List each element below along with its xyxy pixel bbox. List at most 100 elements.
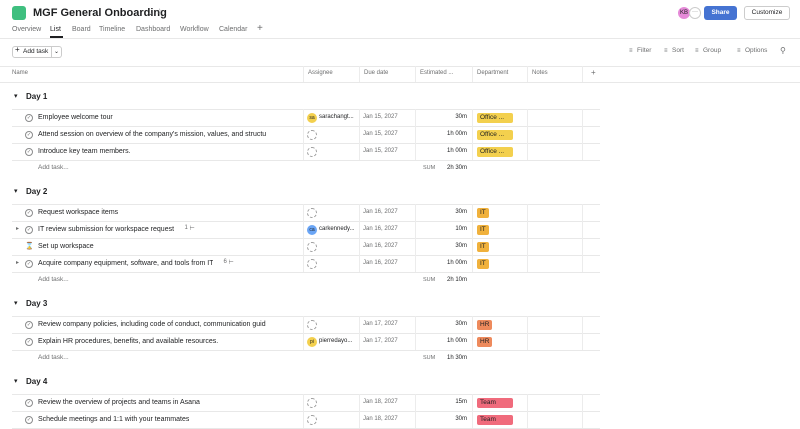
share-button[interactable]: Share	[704, 6, 737, 20]
department-tag[interactable]: IT	[477, 225, 489, 235]
unassigned-icon[interactable]	[307, 208, 317, 218]
task-name[interactable]: Attend session on overview of the compan…	[38, 131, 267, 138]
complete-checkbox[interactable]: ✓	[25, 260, 33, 268]
due-date[interactable]: Jan 15, 2027	[363, 131, 398, 137]
complete-checkbox[interactable]: ✓	[25, 338, 33, 346]
section-caret[interactable]: ▾	[14, 300, 18, 307]
assignee-avatar[interactable]: pi	[307, 337, 317, 347]
task-name[interactable]: IT review submission for workspace reque…	[38, 226, 175, 233]
add-task-dropdown[interactable]: ⌄	[52, 46, 62, 58]
assignee-name[interactable]: pierredayo...	[319, 338, 353, 344]
estimate[interactable]: 30m	[455, 416, 467, 422]
unassigned-icon[interactable]	[307, 320, 317, 330]
milestone-icon[interactable]: ⌛	[25, 243, 34, 250]
section-caret[interactable]: ▾	[14, 378, 18, 385]
add-task-row[interactable]: Add task...	[38, 276, 69, 283]
complete-checkbox[interactable]: ✓	[25, 226, 33, 234]
due-date[interactable]: Jan 16, 2027	[363, 226, 398, 232]
assignee-name[interactable]: carkennedy...	[319, 226, 355, 232]
section-title[interactable]: Day 3	[26, 299, 48, 308]
department-tag[interactable]: Team	[477, 398, 513, 408]
add-task-row[interactable]: Add task...	[38, 354, 69, 361]
complete-checkbox[interactable]: ✓	[25, 148, 33, 156]
assignee-avatar[interactable]: ca	[307, 225, 317, 235]
toolbar-group[interactable]: Group	[703, 47, 722, 54]
task-name[interactable]: Review company policies, including code …	[38, 321, 266, 328]
search-icon[interactable]: ⚲	[780, 46, 786, 55]
task-name[interactable]: Request workspace items	[38, 209, 119, 216]
estimate[interactable]: 30m	[455, 114, 467, 120]
tab[interactable]: Board	[72, 26, 91, 33]
task-name[interactable]: Explain HR procedures, benefits, and ava…	[38, 338, 219, 345]
column-header[interactable]: Department	[477, 70, 509, 76]
section-title[interactable]: Day 2	[26, 187, 48, 196]
department-tag[interactable]: Office ...	[477, 113, 513, 123]
assignee-name[interactable]: sarachangt...	[319, 114, 354, 120]
due-date[interactable]: Jan 16, 2027	[363, 209, 398, 215]
expand-arrow[interactable]: ▸	[16, 260, 20, 266]
project-title[interactable]: MGF General Onboarding	[33, 7, 167, 19]
section-title[interactable]: Day 4	[26, 377, 48, 386]
estimate[interactable]: 30m	[455, 209, 467, 215]
add-column[interactable]: +	[591, 68, 596, 77]
task-name[interactable]: Employee welcome tour	[38, 114, 113, 121]
section-title[interactable]: Day 1	[26, 92, 48, 101]
section-caret[interactable]: ▾	[14, 93, 18, 100]
department-tag[interactable]: Office ...	[477, 147, 513, 157]
estimate[interactable]: 15m	[455, 399, 467, 405]
complete-checkbox[interactable]: ✓	[25, 114, 33, 122]
section-caret[interactable]: ▾	[14, 188, 18, 195]
complete-checkbox[interactable]: ✓	[25, 416, 33, 424]
estimate[interactable]: 1h 00m	[446, 260, 467, 266]
department-tag[interactable]: IT	[477, 242, 489, 252]
department-tag[interactable]: IT	[477, 259, 489, 269]
department-tag[interactable]: HR	[477, 337, 493, 347]
column-header[interactable]: Notes	[532, 70, 548, 76]
toolbar-options[interactable]: Options	[745, 47, 768, 54]
due-date[interactable]: Jan 16, 2027	[363, 243, 398, 249]
complete-checkbox[interactable]: ✓	[25, 321, 33, 329]
due-date[interactable]: Jan 16, 2027	[363, 260, 398, 266]
task-name[interactable]: Schedule meetings and 1:1 with your team…	[38, 416, 190, 423]
due-date[interactable]: Jan 17, 2027	[363, 321, 398, 327]
title-caret[interactable]: ⌄	[147, 8, 154, 17]
unassigned-icon[interactable]	[307, 259, 317, 269]
due-date[interactable]: Jan 17, 2027	[363, 338, 398, 344]
toolbar-sort[interactable]: Sort	[672, 47, 684, 54]
task-name[interactable]: Acquire company equipment, software, and…	[38, 260, 214, 267]
expand-arrow[interactable]: ▸	[16, 226, 20, 232]
add-task-button[interactable]: Add task	[12, 46, 52, 58]
add-tab[interactable]: +	[257, 23, 263, 34]
column-header[interactable]: Estimated ...	[420, 70, 454, 76]
due-date[interactable]: Jan 18, 2027	[363, 416, 398, 422]
complete-checkbox[interactable]: ✓	[25, 399, 33, 407]
estimate[interactable]: 10m	[455, 226, 467, 232]
tab[interactable]: Calendar	[219, 26, 248, 33]
estimate[interactable]: 1h 00m	[446, 148, 467, 154]
tab[interactable]: Overview	[12, 26, 42, 33]
column-header[interactable]: Name	[12, 70, 29, 76]
unassigned-icon[interactable]	[307, 147, 317, 157]
department-tag[interactable]: Team	[477, 415, 513, 425]
unassigned-icon[interactable]	[307, 242, 317, 252]
complete-checkbox[interactable]: ✓	[25, 131, 33, 139]
due-date[interactable]: Jan 15, 2027	[363, 114, 398, 120]
customize-button[interactable]: Customize	[744, 6, 790, 20]
department-tag[interactable]: IT	[477, 208, 489, 218]
user-avatar[interactable]: KB	[678, 7, 690, 19]
unassigned-icon[interactable]	[307, 415, 317, 425]
column-header[interactable]: Due date	[364, 70, 389, 76]
column-header[interactable]: Assignee	[308, 70, 333, 76]
due-date[interactable]: Jan 18, 2027	[363, 399, 398, 405]
tab[interactable]: Dashboard	[136, 26, 171, 33]
department-tag[interactable]: HR	[477, 320, 493, 330]
more-members[interactable]: ···	[689, 7, 701, 19]
assignee-avatar[interactable]: sa	[307, 113, 317, 123]
due-date[interactable]: Jan 15, 2027	[363, 148, 398, 154]
star[interactable]: ☆	[156, 7, 164, 16]
unassigned-icon[interactable]	[307, 398, 317, 408]
task-name[interactable]: Review the overview of projects and team…	[38, 399, 200, 406]
task-name[interactable]: Introduce key team members.	[38, 148, 131, 155]
task-name[interactable]: Set up workspace	[38, 243, 94, 250]
complete-checkbox[interactable]: ✓	[25, 209, 33, 217]
